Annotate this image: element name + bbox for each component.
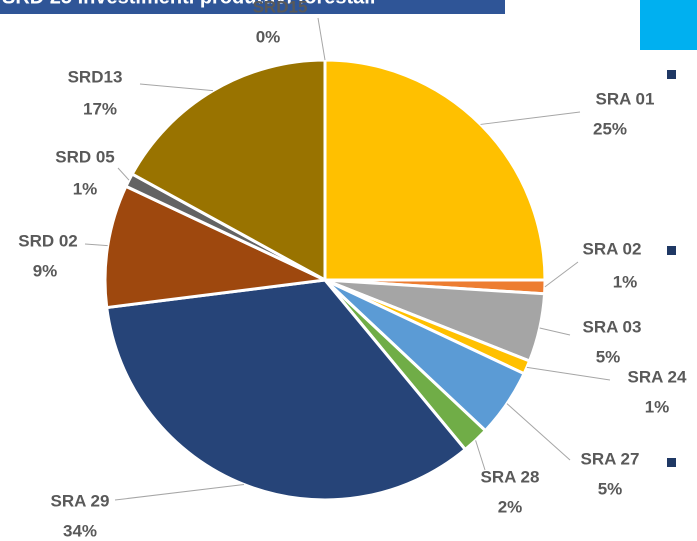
leader-line xyxy=(114,484,245,501)
leader-line xyxy=(317,17,326,61)
title-bar xyxy=(0,0,505,14)
leader-line xyxy=(480,111,581,125)
slice-label: SRA 01 xyxy=(596,89,655,108)
slice-value-label: 0% xyxy=(256,27,281,46)
slice-label: SRA 27 xyxy=(581,449,640,468)
pie-slice xyxy=(130,58,327,283)
slice-value-label: 1% xyxy=(73,179,98,198)
bullet xyxy=(667,458,676,467)
slice-value-label: 34% xyxy=(63,521,97,540)
chart-title: SRD 25 Investimenti produttivi forestali xyxy=(2,0,375,8)
slice-label: SRA 28 xyxy=(481,467,540,486)
slice-value-label: 5% xyxy=(596,347,621,366)
slice-label: SRA 02 xyxy=(583,239,642,258)
leader-line xyxy=(539,327,571,336)
slice-value-label: 1% xyxy=(645,397,670,416)
leader-line xyxy=(117,167,130,181)
pie-slice xyxy=(103,184,331,310)
slice-label: SRA 24 xyxy=(628,367,687,386)
leader-line xyxy=(544,261,579,288)
slice-label: SRD 05 xyxy=(55,147,115,166)
decor-box xyxy=(640,0,697,50)
bullet xyxy=(667,246,676,255)
slice-value-label: 1% xyxy=(613,272,638,291)
slice-value-label: 25% xyxy=(593,119,627,138)
slice-label: SRD15 xyxy=(253,0,308,16)
leader-line xyxy=(84,243,108,247)
pie-slice xyxy=(105,278,468,502)
slice-label: SRA 03 xyxy=(583,317,642,336)
leader-line xyxy=(475,440,486,471)
pie-slice xyxy=(323,58,547,282)
leader-line xyxy=(139,83,214,92)
slice-label: SRD 02 xyxy=(18,231,78,250)
slice-value-label: 5% xyxy=(598,479,623,498)
slice-label: SRA 29 xyxy=(51,491,110,510)
slice-value-label: 17% xyxy=(83,99,117,118)
bullet xyxy=(667,70,676,79)
slice-value-label: 2% xyxy=(498,497,523,516)
leader-line xyxy=(506,403,571,461)
slice-label: SRD13 xyxy=(68,67,123,86)
slice-value-label: 9% xyxy=(33,261,58,280)
leader-line xyxy=(526,366,611,381)
